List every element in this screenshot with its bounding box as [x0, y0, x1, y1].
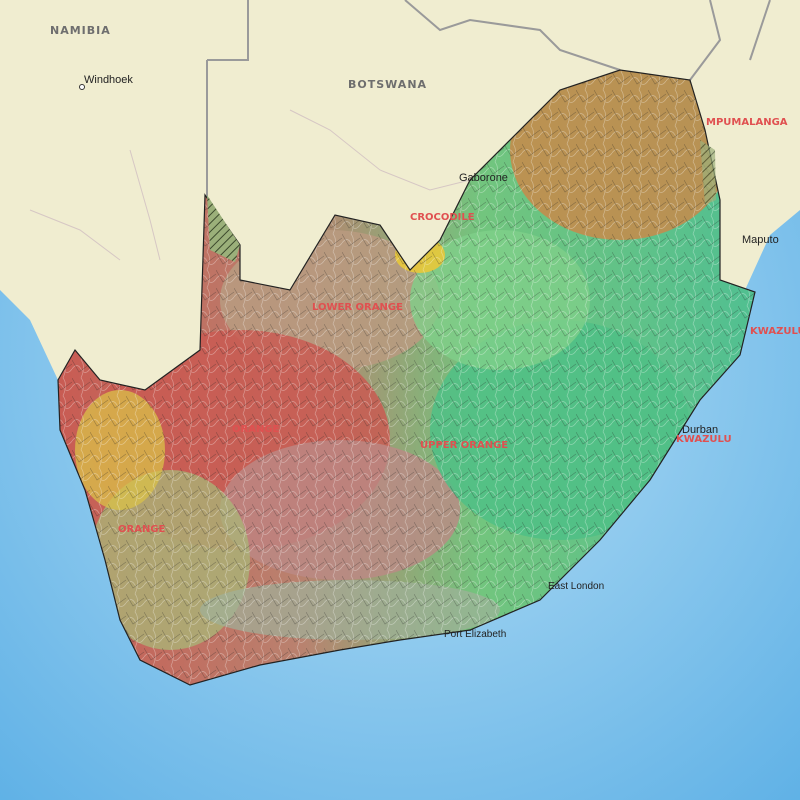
region-label-mpumalanga: MPUMALANGA — [706, 117, 788, 128]
city-label-maputo[interactable]: Maputo — [742, 234, 779, 246]
region-label-lower-orange: LOWER ORANGE — [312, 302, 403, 313]
region-label-orange-1: ORANGE — [232, 424, 280, 435]
city-label-gaborone[interactable]: Gaborone — [459, 172, 508, 184]
border-hatch-east — [700, 140, 716, 205]
city-label-east-london[interactable]: East London — [548, 581, 604, 592]
country-label-namibia: NAMIBIA — [50, 24, 111, 37]
border-hatch-area — [207, 195, 240, 262]
region-label-kwazulu-1: KWAZULU — [750, 326, 800, 337]
region-label-orange-2: ORANGE — [118, 524, 166, 535]
river — [29, 109, 471, 261]
region-label-upper-orange: UPPER ORANGE — [420, 440, 508, 451]
city-label-windhoek[interactable]: Windhoek — [84, 74, 133, 86]
region-label-crocodile: CROCODILE — [410, 212, 475, 223]
city-label-durban[interactable]: Durban — [682, 424, 718, 436]
country-label-botswana: BOTSWANA — [348, 78, 427, 91]
city-marker-windhoek — [79, 84, 85, 90]
region-label-kwazulu-2: KWAZULU — [676, 434, 732, 445]
land-background — [0, 0, 800, 390]
south-africa-outline — [57, 69, 756, 686]
city-label-port-elizabeth[interactable]: Port Elizabeth — [444, 629, 506, 640]
